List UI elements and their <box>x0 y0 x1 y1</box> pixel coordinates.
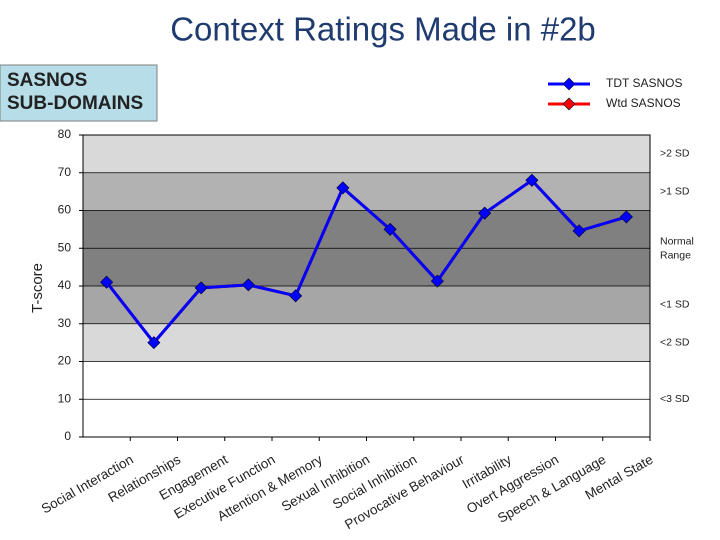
y-tick-label: 20 <box>58 354 72 368</box>
data-point <box>194 281 208 295</box>
data-point <box>100 275 114 289</box>
y-tick-label: 70 <box>58 165 72 179</box>
data-point <box>289 289 303 303</box>
data-point <box>525 173 539 187</box>
range-band <box>83 135 650 173</box>
box-label: SUB-DOMAINS <box>7 93 143 114</box>
legend-label: Wtd SASNOS <box>606 96 681 110</box>
data-point <box>383 222 397 236</box>
range-label: >2 SD <box>660 148 690 160</box>
range-band <box>83 172 650 211</box>
data-point <box>478 206 492 220</box>
legend-marker <box>562 97 576 111</box>
range-label: Normal Range <box>660 235 694 261</box>
data-point <box>241 278 255 292</box>
range-label: <3 SD <box>660 393 690 405</box>
box-label: SASNOS <box>7 70 87 91</box>
range-label: >1 SD <box>660 185 690 197</box>
y-tick-label: 50 <box>58 240 72 254</box>
range-band <box>83 323 650 362</box>
y-tick-label: 10 <box>58 391 72 405</box>
y-tick-label: 80 <box>58 127 72 141</box>
data-point <box>572 224 586 238</box>
data-point <box>619 210 633 224</box>
y-tick-label: 0 <box>64 429 71 443</box>
range-label: <2 SD <box>660 336 690 348</box>
y-tick-label: 40 <box>58 278 72 292</box>
legend-label: TDT SASNOS <box>606 76 682 90</box>
y-tick-label: 30 <box>58 316 72 330</box>
legend-marker <box>562 77 576 91</box>
y-tick-label: 60 <box>58 203 72 217</box>
data-point <box>147 336 161 350</box>
y-axis-label: T-score <box>29 263 46 313</box>
data-point <box>430 274 444 288</box>
range-band <box>83 286 650 324</box>
data-point <box>336 181 350 195</box>
slide-title: Context Ratings Made in #2b <box>170 11 596 48</box>
subdomain-box <box>0 64 158 122</box>
series-line <box>105 178 627 345</box>
range-label: <1 SD <box>660 299 690 311</box>
